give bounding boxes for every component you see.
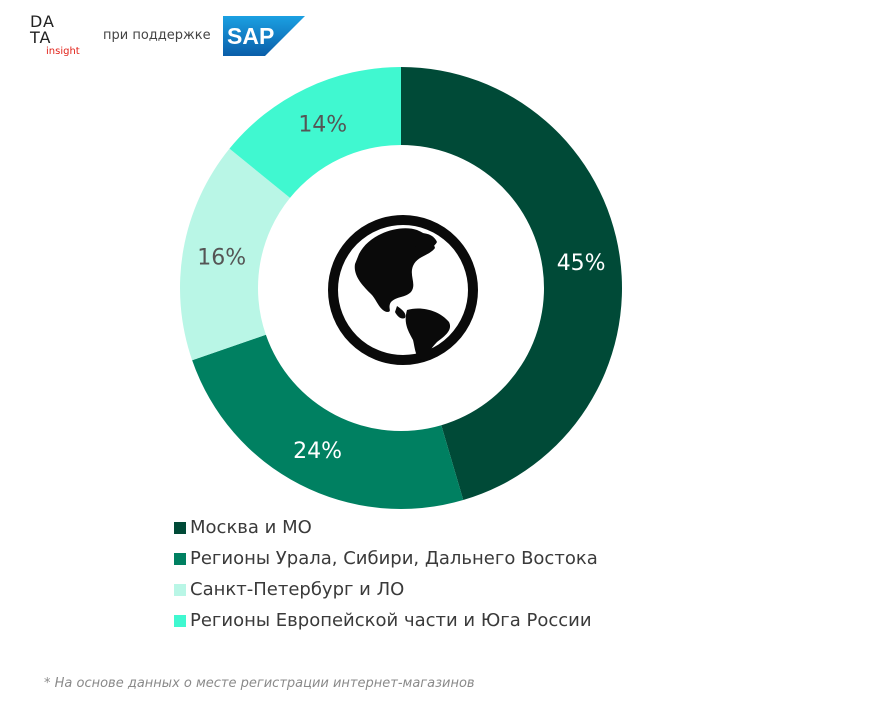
- legend: Москва и МО Регионы Урала, Сибири, Дальн…: [174, 512, 814, 636]
- legend-item: Москва и МО: [174, 512, 814, 543]
- legend-swatch: [174, 521, 186, 534]
- sap-logo-text: SAP: [227, 23, 274, 49]
- logo-line-1: DA: [30, 12, 55, 31]
- legend-swatch: [174, 552, 186, 565]
- globe-icon: [328, 215, 478, 365]
- legend-item: Санкт-Петербург и ЛО: [174, 574, 814, 605]
- donut-chart: 45% 24% 16% 14%: [180, 67, 623, 510]
- support-text: при поддержке: [103, 28, 211, 43]
- legend-item: Регионы Европейской части и Юга России: [174, 605, 814, 636]
- slice-label: 45%: [557, 251, 606, 276]
- chart-area: 45% 24% 16% 14%: [0, 60, 883, 520]
- slice-label: 14%: [298, 113, 347, 138]
- donut-slice: [401, 67, 623, 501]
- legend-item: Регионы Урала, Сибири, Дальнего Востока: [174, 543, 814, 574]
- donut-slice: [180, 148, 291, 361]
- legend-label: Регионы Урала, Сибири, Дальнего Востока: [190, 547, 598, 569]
- logo-insight: insight: [46, 46, 80, 57]
- donut-slice: [192, 334, 464, 510]
- slice-label: 24%: [293, 439, 342, 464]
- sap-logo: SAP: [223, 16, 305, 56]
- slice-label: 16%: [197, 245, 246, 270]
- legend-swatch: [174, 583, 186, 596]
- legend-label: Москва и МО: [190, 516, 312, 538]
- header: DA TA insight при поддержке SAP: [0, 0, 883, 70]
- legend-label: Регионы Европейской части и Юга России: [190, 609, 592, 631]
- logo-line-2: TA: [30, 28, 52, 47]
- legend-label: Санкт-Петербург и ЛО: [190, 578, 405, 600]
- donut-slice: [229, 67, 401, 198]
- legend-swatch: [174, 614, 186, 627]
- data-insight-logo: DA TA insight: [30, 14, 90, 60]
- footnote: * На основе данных о месте регистрации и…: [44, 676, 475, 691]
